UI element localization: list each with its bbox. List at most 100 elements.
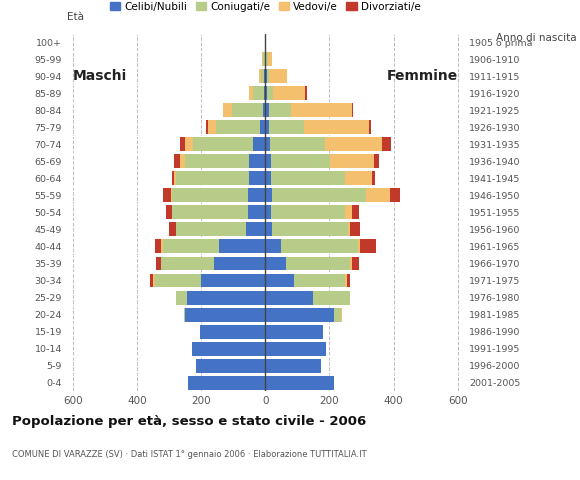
Bar [223,103,233,117]
Bar [266,137,270,151]
Bar [153,274,155,288]
Bar [171,188,172,203]
Bar [172,171,174,185]
Bar [172,205,248,219]
Bar [266,359,321,372]
Bar [273,222,347,237]
Bar [345,205,352,219]
Bar [352,256,359,270]
Bar [191,342,266,356]
Bar [382,137,392,151]
Bar [219,240,266,253]
Bar [360,240,376,253]
Bar [188,376,266,390]
Bar [266,86,267,100]
Bar [169,222,176,237]
Bar [150,274,153,288]
Bar [266,103,269,117]
Bar [352,205,359,219]
Text: Femmine: Femmine [386,69,458,83]
Bar [161,256,214,270]
Bar [259,69,260,83]
Bar [313,290,350,304]
Bar [174,171,176,185]
Bar [266,120,269,134]
Legend: Celibi/Nubili, Coniugati/e, Vedovi/e, Divorziati/e: Celibi/Nubili, Coniugati/e, Vedovi/e, Di… [106,0,425,16]
Bar [180,137,185,151]
Bar [390,188,400,203]
Bar [252,86,264,100]
Bar [260,69,264,83]
Bar [334,308,340,322]
Bar [266,290,313,304]
Bar [214,256,266,270]
Bar [273,86,306,100]
Bar [271,155,331,168]
Bar [266,52,267,66]
Bar [350,256,352,270]
Bar [368,120,371,134]
Bar [286,256,350,270]
Bar [267,86,273,100]
Bar [187,290,266,304]
Bar [174,155,180,168]
Text: COMUNE DI VARAZZE (SV) · Dati ISTAT 1° gennaio 2006 · Elaborazione TUTTITALIA.IT: COMUNE DI VARAZZE (SV) · Dati ISTAT 1° g… [12,450,366,459]
Bar [291,103,352,117]
Bar [193,137,252,151]
Bar [346,274,347,288]
Bar [176,222,246,237]
Bar [249,171,266,185]
Bar [185,155,249,168]
Bar [266,274,294,288]
Bar [294,274,346,288]
Bar [163,188,171,203]
Bar [331,155,374,168]
Bar [184,308,185,322]
Bar [367,188,390,203]
Bar [263,52,264,66]
Bar [266,324,323,338]
Bar [269,69,287,83]
Bar [246,222,266,237]
Bar [180,155,185,168]
Bar [340,308,342,322]
Bar [248,188,266,203]
Bar [157,256,161,270]
Bar [267,69,269,83]
Bar [252,137,266,151]
Bar [266,222,273,237]
Bar [350,222,360,237]
Bar [155,240,161,253]
Bar [201,274,266,288]
Bar [216,120,260,134]
Bar [264,69,266,83]
Bar [271,171,345,185]
Bar [352,103,353,117]
Bar [262,52,263,66]
Bar [266,69,267,83]
Text: Maschi: Maschi [73,69,128,83]
Bar [266,240,281,253]
Bar [248,205,266,219]
Bar [166,205,172,219]
Bar [269,103,291,117]
Text: Anno di nascita: Anno di nascita [496,33,577,43]
Bar [358,240,360,253]
Bar [155,274,201,288]
Bar [172,188,248,203]
Bar [260,120,266,134]
Bar [266,376,334,390]
Bar [270,137,325,151]
Bar [266,256,286,270]
Bar [185,137,193,151]
Bar [347,274,350,288]
Bar [249,86,252,100]
Bar [197,359,266,372]
Bar [374,155,379,168]
Bar [266,205,271,219]
Bar [347,222,350,237]
Bar [345,171,372,185]
Bar [249,155,266,168]
Bar [281,240,358,253]
Bar [269,120,304,134]
